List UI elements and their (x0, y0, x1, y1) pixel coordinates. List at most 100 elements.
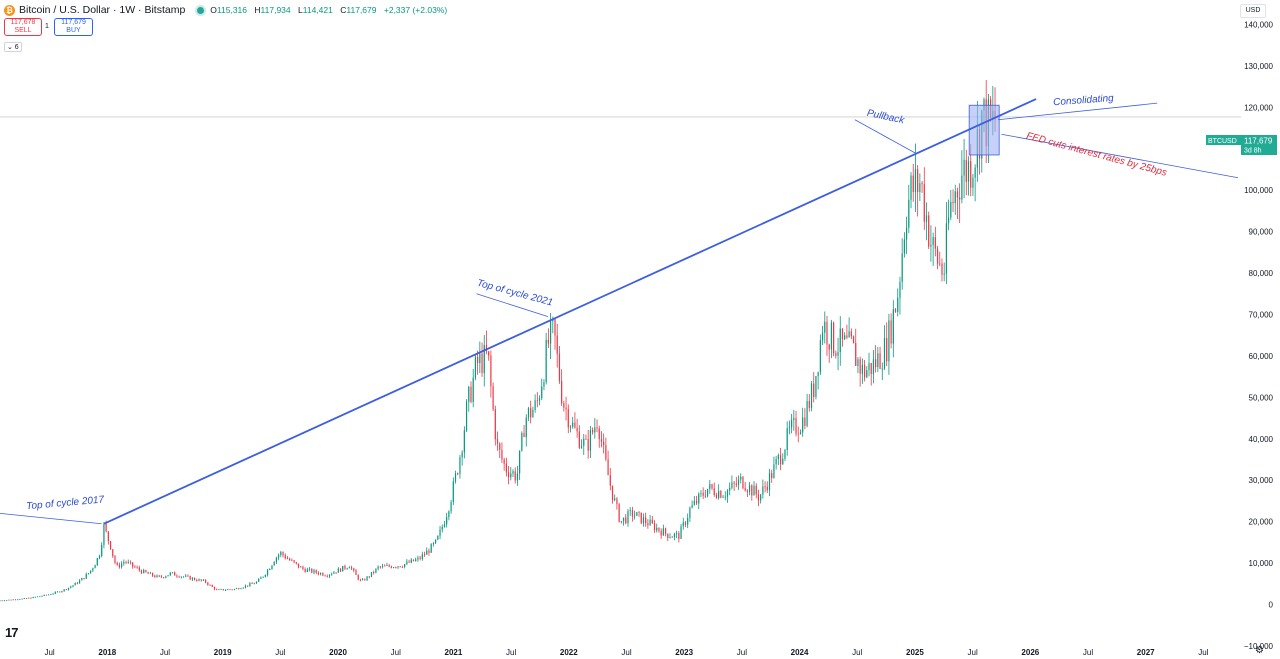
candle-body (932, 237, 934, 245)
symbol-title[interactable]: Bitcoin / U.S. Dollar · 1W · Bitstamp (19, 4, 186, 16)
candle-body (41, 595, 43, 597)
candle-body (0, 600, 1, 602)
currency-selector[interactable]: USD (1240, 4, 1266, 18)
candle-body (392, 567, 395, 569)
candle-body (512, 471, 514, 474)
candle-body (373, 572, 375, 573)
candle-body (875, 359, 877, 368)
candle-body (28, 597, 30, 599)
candle-body (651, 519, 653, 523)
candle-body (925, 215, 928, 222)
candle-body (786, 428, 788, 451)
candle-body (634, 515, 636, 517)
candle-body (136, 567, 138, 569)
candle-body (359, 579, 362, 581)
candle-body (636, 512, 638, 516)
price-tag-price: 117,679 (1244, 137, 1273, 146)
candle-body (868, 363, 870, 371)
candle-body (140, 570, 143, 574)
candle-body (459, 457, 461, 474)
candle-body (669, 537, 671, 538)
candle-body (231, 589, 233, 591)
candle-body (452, 481, 454, 502)
candle-body (649, 519, 651, 526)
price-tag-countdown: 3d 8h (1244, 148, 1262, 155)
x-tick-label: 2023 (675, 648, 693, 657)
candle-body (791, 419, 793, 428)
indicators-collapse-button[interactable]: ⌄ 6 (4, 42, 22, 52)
candle-body (176, 575, 178, 577)
candle-body (740, 476, 742, 480)
tradingview-logo[interactable]: 17 (5, 625, 19, 640)
candle-body (454, 473, 457, 482)
candle-body (711, 484, 713, 489)
y-tick-label: 10,000 (1249, 559, 1274, 568)
candle-body (850, 331, 852, 337)
candle-body (43, 594, 45, 596)
candle-body (572, 422, 574, 427)
x-tick-label: Jul (1198, 648, 1208, 657)
sell-button[interactable]: 117,678 SELL (4, 18, 42, 36)
candle-body (326, 576, 328, 577)
candle-body (171, 572, 174, 574)
candle-body (81, 578, 83, 581)
candle-body (196, 580, 198, 581)
candle-body (945, 223, 948, 274)
candle-body (598, 428, 600, 440)
candle-body (676, 533, 678, 534)
candle-body (211, 584, 213, 587)
candle-body (640, 512, 642, 524)
candle-body (302, 566, 304, 570)
candle-body (317, 572, 320, 575)
candle-body (163, 577, 165, 578)
y-tick-label: 80,000 (1249, 269, 1274, 278)
candle-body (715, 494, 718, 498)
y-tick-label: 70,000 (1249, 310, 1274, 319)
candle-body (421, 554, 423, 559)
candle-body (848, 331, 850, 338)
candle-body (947, 217, 950, 224)
price-tag-symbol: BTCUSD (1208, 138, 1237, 145)
candle-body (549, 321, 552, 344)
time-axis[interactable]: Jul 2018 Jul 2019 Jul 2020 Jul 2021 Jul 2022 Jul 20… (44, 648, 1208, 657)
candle-body (713, 488, 715, 495)
candle-body (12, 599, 14, 601)
candle-body (731, 482, 733, 488)
candle-body (620, 521, 622, 522)
candle-body (779, 455, 782, 465)
candle-body (368, 576, 370, 578)
candle-body (149, 572, 151, 574)
sell-label: SELL (14, 27, 32, 34)
candle-body (485, 344, 488, 352)
candle-body (417, 557, 419, 560)
candle-body (950, 201, 952, 218)
candle-body (771, 473, 773, 479)
candle-body (364, 579, 366, 581)
candle-body (503, 459, 505, 464)
candle-body (698, 493, 700, 504)
candle-body (101, 544, 103, 557)
candle-body (693, 500, 695, 505)
candle-body (441, 526, 443, 530)
x-tick-label: Jul (621, 648, 631, 657)
candle-body (147, 572, 149, 574)
candle-body (470, 386, 472, 402)
candles (0, 80, 996, 602)
candle-body (565, 407, 567, 410)
buy-button[interactable]: 117,679 BUY (54, 18, 93, 36)
gear-icon[interactable]: ⚙ (1255, 645, 1264, 656)
candle-body (36, 596, 39, 598)
candle-body (833, 322, 835, 354)
candle-body (72, 585, 74, 587)
candle-body (720, 490, 722, 498)
candle-body (426, 550, 428, 555)
candle-body (253, 583, 255, 585)
candle-body (209, 584, 211, 586)
open-value: 115,316 (216, 5, 248, 15)
price-axis[interactable]: 140,000130,000120,000110,000100,00090,00… (1244, 20, 1274, 651)
candle-body (240, 588, 242, 590)
candle-body (802, 417, 804, 433)
candle-body (17, 599, 19, 601)
candle-body (642, 517, 645, 524)
